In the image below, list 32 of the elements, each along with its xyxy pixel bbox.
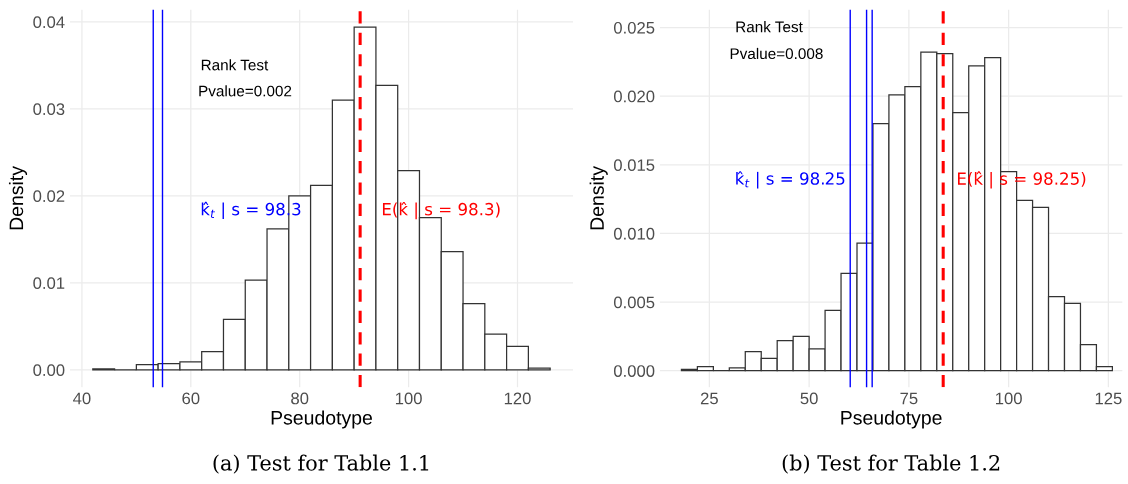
- y-tick-label: 0.02: [33, 190, 65, 203]
- annotation: Pvalue=0.002: [199, 85, 292, 97]
- x-tick-label: 80: [291, 392, 309, 405]
- x-tick-label: 50: [800, 392, 818, 405]
- y-tick-label: 0.015: [613, 159, 655, 172]
- annotation: k̂$_{t}$ | s = 98.25: [736, 171, 845, 189]
- x-tick-label: 40: [73, 392, 91, 405]
- y-tick-label: 0.000: [613, 365, 655, 377]
- x-axis-title: Pseudotype: [841, 410, 942, 429]
- text: (a) Test for Table 1.1: [213, 454, 429, 474]
- y-tick-label: 0.025: [613, 21, 655, 34]
- y-tick-label: 0.00: [33, 364, 65, 377]
- x-tick-label: 125: [1095, 392, 1122, 405]
- y-axis-title: Density: [8, 166, 28, 230]
- x-tick-label: 75: [900, 392, 918, 405]
- y-tick-label: 0.03: [33, 103, 65, 116]
- y-tick-label: 0.01: [33, 277, 65, 290]
- x-axis-title: Pseudotype: [271, 410, 372, 429]
- x-tick-label: 100: [996, 392, 1022, 405]
- y-axis-title: Density: [589, 166, 608, 230]
- y-tick-label: 0.005: [613, 296, 655, 309]
- annotation: Rank Test: [201, 59, 269, 71]
- y-tick-label: 0.04: [33, 16, 65, 29]
- annotation: Rank Test: [736, 21, 803, 33]
- text: (b) Test for Table 1.2: [782, 454, 1000, 474]
- y-tick-label: 0.010: [613, 227, 655, 240]
- annotation: Pvalue=0.008: [730, 47, 823, 60]
- x-tick-label: 100: [395, 392, 422, 405]
- x-tick-label: 25: [700, 392, 718, 405]
- x-tick-label: 120: [504, 392, 531, 405]
- y-tick-label: 0.020: [613, 90, 655, 103]
- x-tick-label: 60: [182, 392, 200, 405]
